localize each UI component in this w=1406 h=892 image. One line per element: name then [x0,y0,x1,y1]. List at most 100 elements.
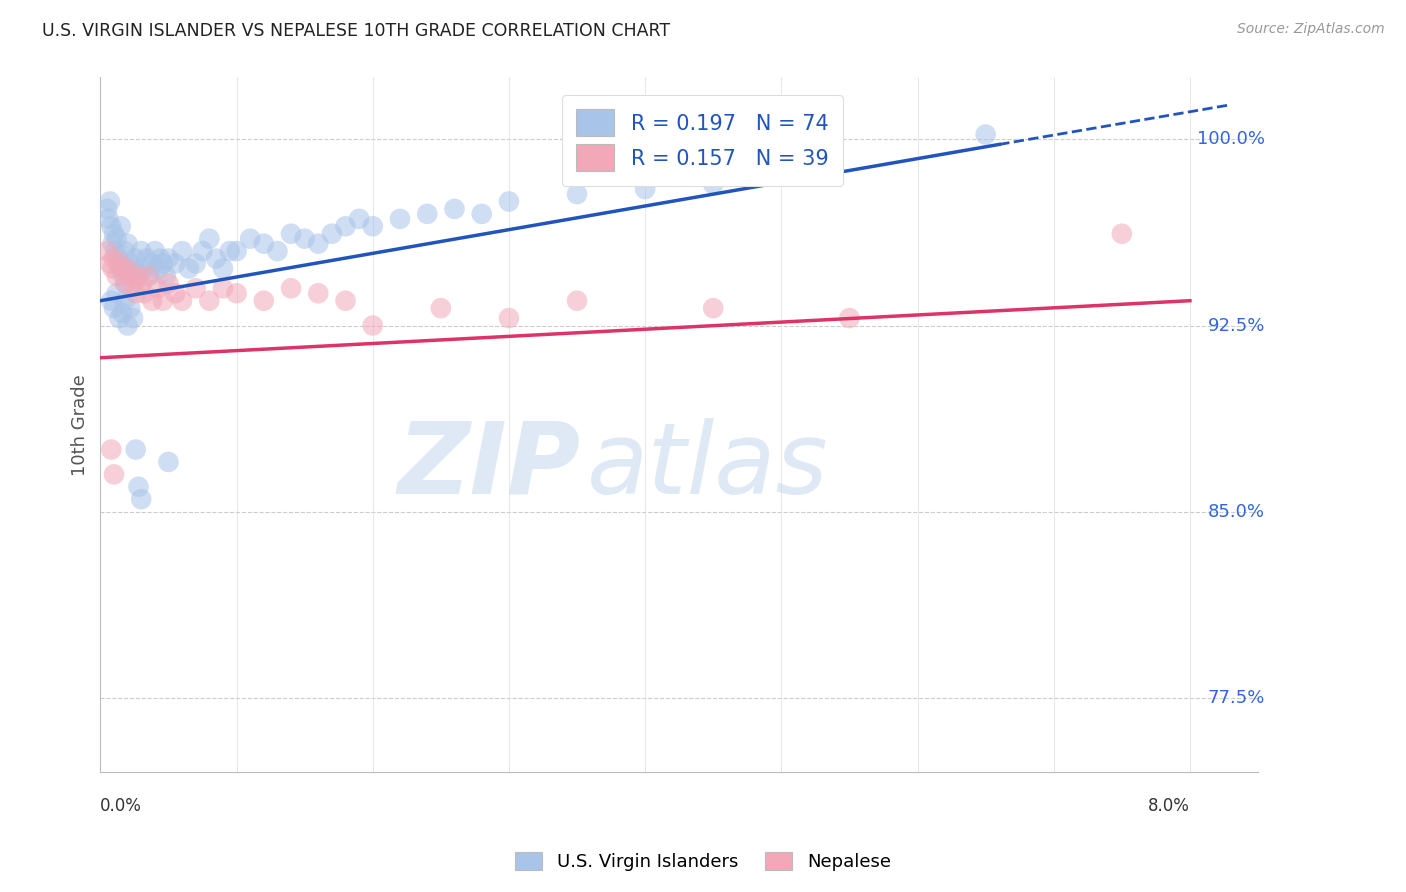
Point [212,281,235,295]
Point [129,277,152,291]
Point [127,480,149,494]
Point [112,268,135,283]
Point [111,256,134,270]
Point [152,256,174,270]
Point [152,293,174,308]
Point [100,293,122,308]
Point [149,252,172,266]
Point [101,236,124,251]
Point [702,177,724,191]
Text: 92.5%: 92.5% [1208,317,1265,334]
Point [335,293,357,308]
Point [347,211,370,226]
Point [165,256,187,270]
Point [157,277,180,291]
Point [565,187,588,202]
Point [103,301,125,315]
Point [1111,227,1133,241]
Point [141,293,163,308]
Point [120,268,142,283]
Point [125,252,148,266]
Point [143,244,166,258]
Point [96,244,118,258]
Point [117,236,139,251]
Point [115,277,138,291]
Point [105,268,128,283]
Point [100,219,122,234]
Point [266,244,288,258]
Point [117,261,139,276]
Point [307,236,329,251]
Point [191,244,214,258]
Text: 85.0%: 85.0% [1208,502,1265,521]
Point [125,286,148,301]
Point [97,211,120,226]
Point [96,202,118,216]
Point [702,301,724,315]
Point [218,244,240,258]
Point [108,311,131,326]
Point [127,268,149,283]
Point [321,227,343,241]
Text: ZIP: ZIP [398,418,581,515]
Point [225,286,247,301]
Point [974,128,997,142]
Point [253,236,276,251]
Point [198,232,221,246]
Text: atlas: atlas [586,418,828,515]
Point [127,268,149,283]
Point [98,194,121,209]
Point [107,252,129,266]
Point [132,261,155,276]
Point [136,268,159,283]
Point [114,244,136,258]
Text: Source: ZipAtlas.com: Source: ZipAtlas.com [1237,22,1385,37]
Point [294,232,316,246]
Legend: R = 0.197   N = 74, R = 0.157   N = 39: R = 0.197 N = 74, R = 0.157 N = 39 [562,95,842,186]
Point [280,227,302,241]
Point [98,256,121,270]
Point [307,286,329,301]
Point [120,256,142,270]
Point [239,232,262,246]
Point [108,256,131,270]
Point [111,261,134,276]
Point [120,301,142,315]
Point [108,261,131,276]
Point [117,318,139,333]
Point [361,318,384,333]
Point [103,467,125,482]
Point [101,261,124,276]
Point [110,219,132,234]
Point [170,293,193,308]
Point [111,306,134,320]
Point [184,256,207,270]
Point [177,261,200,276]
Text: U.S. VIRGIN ISLANDER VS NEPALESE 10TH GRADE CORRELATION CHART: U.S. VIRGIN ISLANDER VS NEPALESE 10TH GR… [42,22,671,40]
Point [122,277,145,291]
Point [253,293,276,308]
Point [838,311,860,326]
Y-axis label: 10th Grade: 10th Grade [72,374,89,475]
Point [170,244,193,258]
Point [634,182,657,196]
Point [198,293,221,308]
Point [138,268,160,283]
Point [146,261,169,276]
Point [361,219,384,234]
Point [471,207,494,221]
Point [135,252,157,266]
Point [114,293,136,308]
Point [388,211,411,226]
Point [114,277,136,291]
Point [770,169,793,184]
Point [443,202,465,216]
Point [565,293,588,308]
Text: 8.0%: 8.0% [1149,797,1189,814]
Point [141,256,163,270]
Text: 100.0%: 100.0% [1197,130,1265,148]
Point [157,455,180,469]
Point [105,232,128,246]
Point [498,194,520,209]
Point [416,207,439,221]
